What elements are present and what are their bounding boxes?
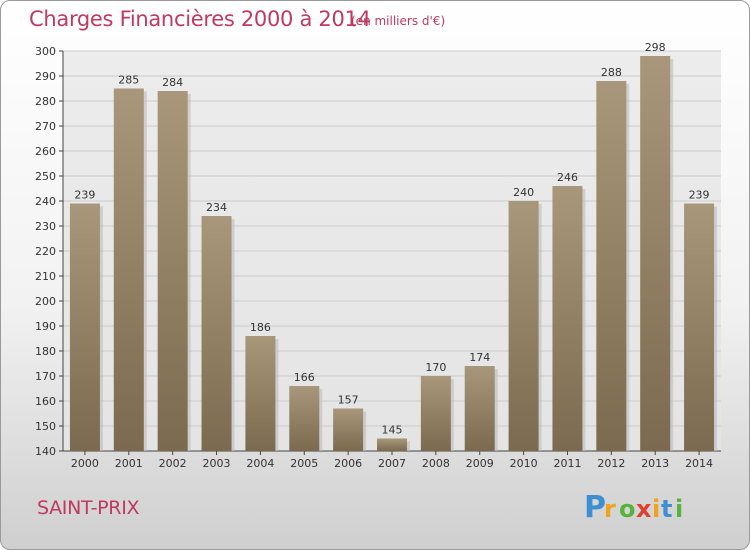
y-tick-label: 230 — [35, 220, 56, 233]
data-label: 145 — [382, 424, 403, 437]
data-label: 170 — [425, 361, 446, 374]
x-tick-label: 2008 — [422, 457, 450, 470]
bar — [596, 81, 627, 451]
bar — [113, 88, 144, 451]
data-label: 174 — [469, 351, 490, 364]
bar — [420, 376, 451, 451]
proxiti-logo: P r o x i t i — [584, 490, 683, 524]
y-tick-label: 300 — [35, 45, 56, 58]
svg-text:t: t — [661, 495, 672, 523]
x-tick-label: 2007 — [378, 457, 406, 470]
x-tick-label: 2006 — [334, 457, 362, 470]
bar-chart: 140 150 160 170 180 190 200 210 220 230 240 250 260 2… — [35, 41, 721, 470]
bar — [289, 386, 320, 451]
x-tick-label: 2010 — [510, 457, 538, 470]
bar — [464, 366, 495, 451]
bar — [245, 336, 276, 451]
bar — [157, 91, 188, 451]
svg-text:P: P — [584, 490, 606, 524]
data-label: 157 — [338, 394, 359, 407]
data-label: 288 — [601, 66, 622, 79]
data-label: 239 — [74, 189, 95, 202]
data-label: 298 — [645, 41, 666, 54]
bar — [69, 203, 100, 451]
y-tick-label: 290 — [35, 70, 56, 83]
y-tick-label: 180 — [35, 345, 56, 358]
y-tick-label: 190 — [35, 320, 56, 333]
bar — [333, 408, 364, 451]
x-tick-label: 2013 — [641, 457, 669, 470]
x-tick-label: 2009 — [466, 457, 494, 470]
x-tick-label: 2000 — [71, 457, 99, 470]
y-tick-label: 140 — [35, 445, 56, 458]
x-tick-label: 2011 — [553, 457, 581, 470]
data-label: 166 — [294, 371, 315, 384]
y-tick-label: 270 — [35, 120, 56, 133]
bar — [640, 56, 671, 451]
x-tick-label: 2012 — [597, 457, 625, 470]
bar — [552, 186, 583, 451]
svg-text:i: i — [675, 495, 683, 523]
data-label: 240 — [513, 186, 534, 199]
data-label: 285 — [118, 74, 139, 87]
y-tick-label: 210 — [35, 270, 56, 283]
bar — [508, 201, 539, 451]
y-tick-label: 250 — [35, 170, 56, 183]
y-tick-label: 150 — [35, 420, 56, 433]
y-tick-label: 280 — [35, 95, 56, 108]
svg-text:x: x — [636, 495, 652, 523]
data-label: 284 — [162, 76, 183, 89]
y-tick-label: 240 — [35, 195, 56, 208]
chart-subtitle: (en milliers d'€) — [351, 14, 446, 28]
y-tick-label: 170 — [35, 370, 56, 383]
data-label: 239 — [689, 189, 710, 202]
x-tick-label: 2003 — [203, 457, 231, 470]
svg-text:r: r — [604, 495, 616, 523]
svg-text:o: o — [619, 495, 636, 523]
x-tick-label: 2005 — [290, 457, 318, 470]
bar — [377, 438, 407, 451]
y-tick-label: 220 — [35, 245, 56, 258]
data-label: 246 — [557, 171, 578, 184]
data-label: 234 — [206, 201, 227, 214]
svg-text:i: i — [652, 495, 660, 523]
x-tick-label: 2014 — [685, 457, 713, 470]
x-tick-label: 2002 — [159, 457, 187, 470]
chart-title: Charges Financières 2000 à 2014 — [29, 7, 371, 31]
commune-name: SAINT-PRIX — [37, 497, 140, 519]
x-tick-label: 2001 — [115, 457, 143, 470]
bar — [201, 216, 232, 451]
y-tick-label: 260 — [35, 145, 56, 158]
data-label: 186 — [250, 321, 271, 334]
y-tick-label: 160 — [35, 395, 56, 408]
y-tick-label: 200 — [35, 295, 56, 308]
x-tick-label: 2004 — [246, 457, 274, 470]
bar — [684, 203, 715, 451]
